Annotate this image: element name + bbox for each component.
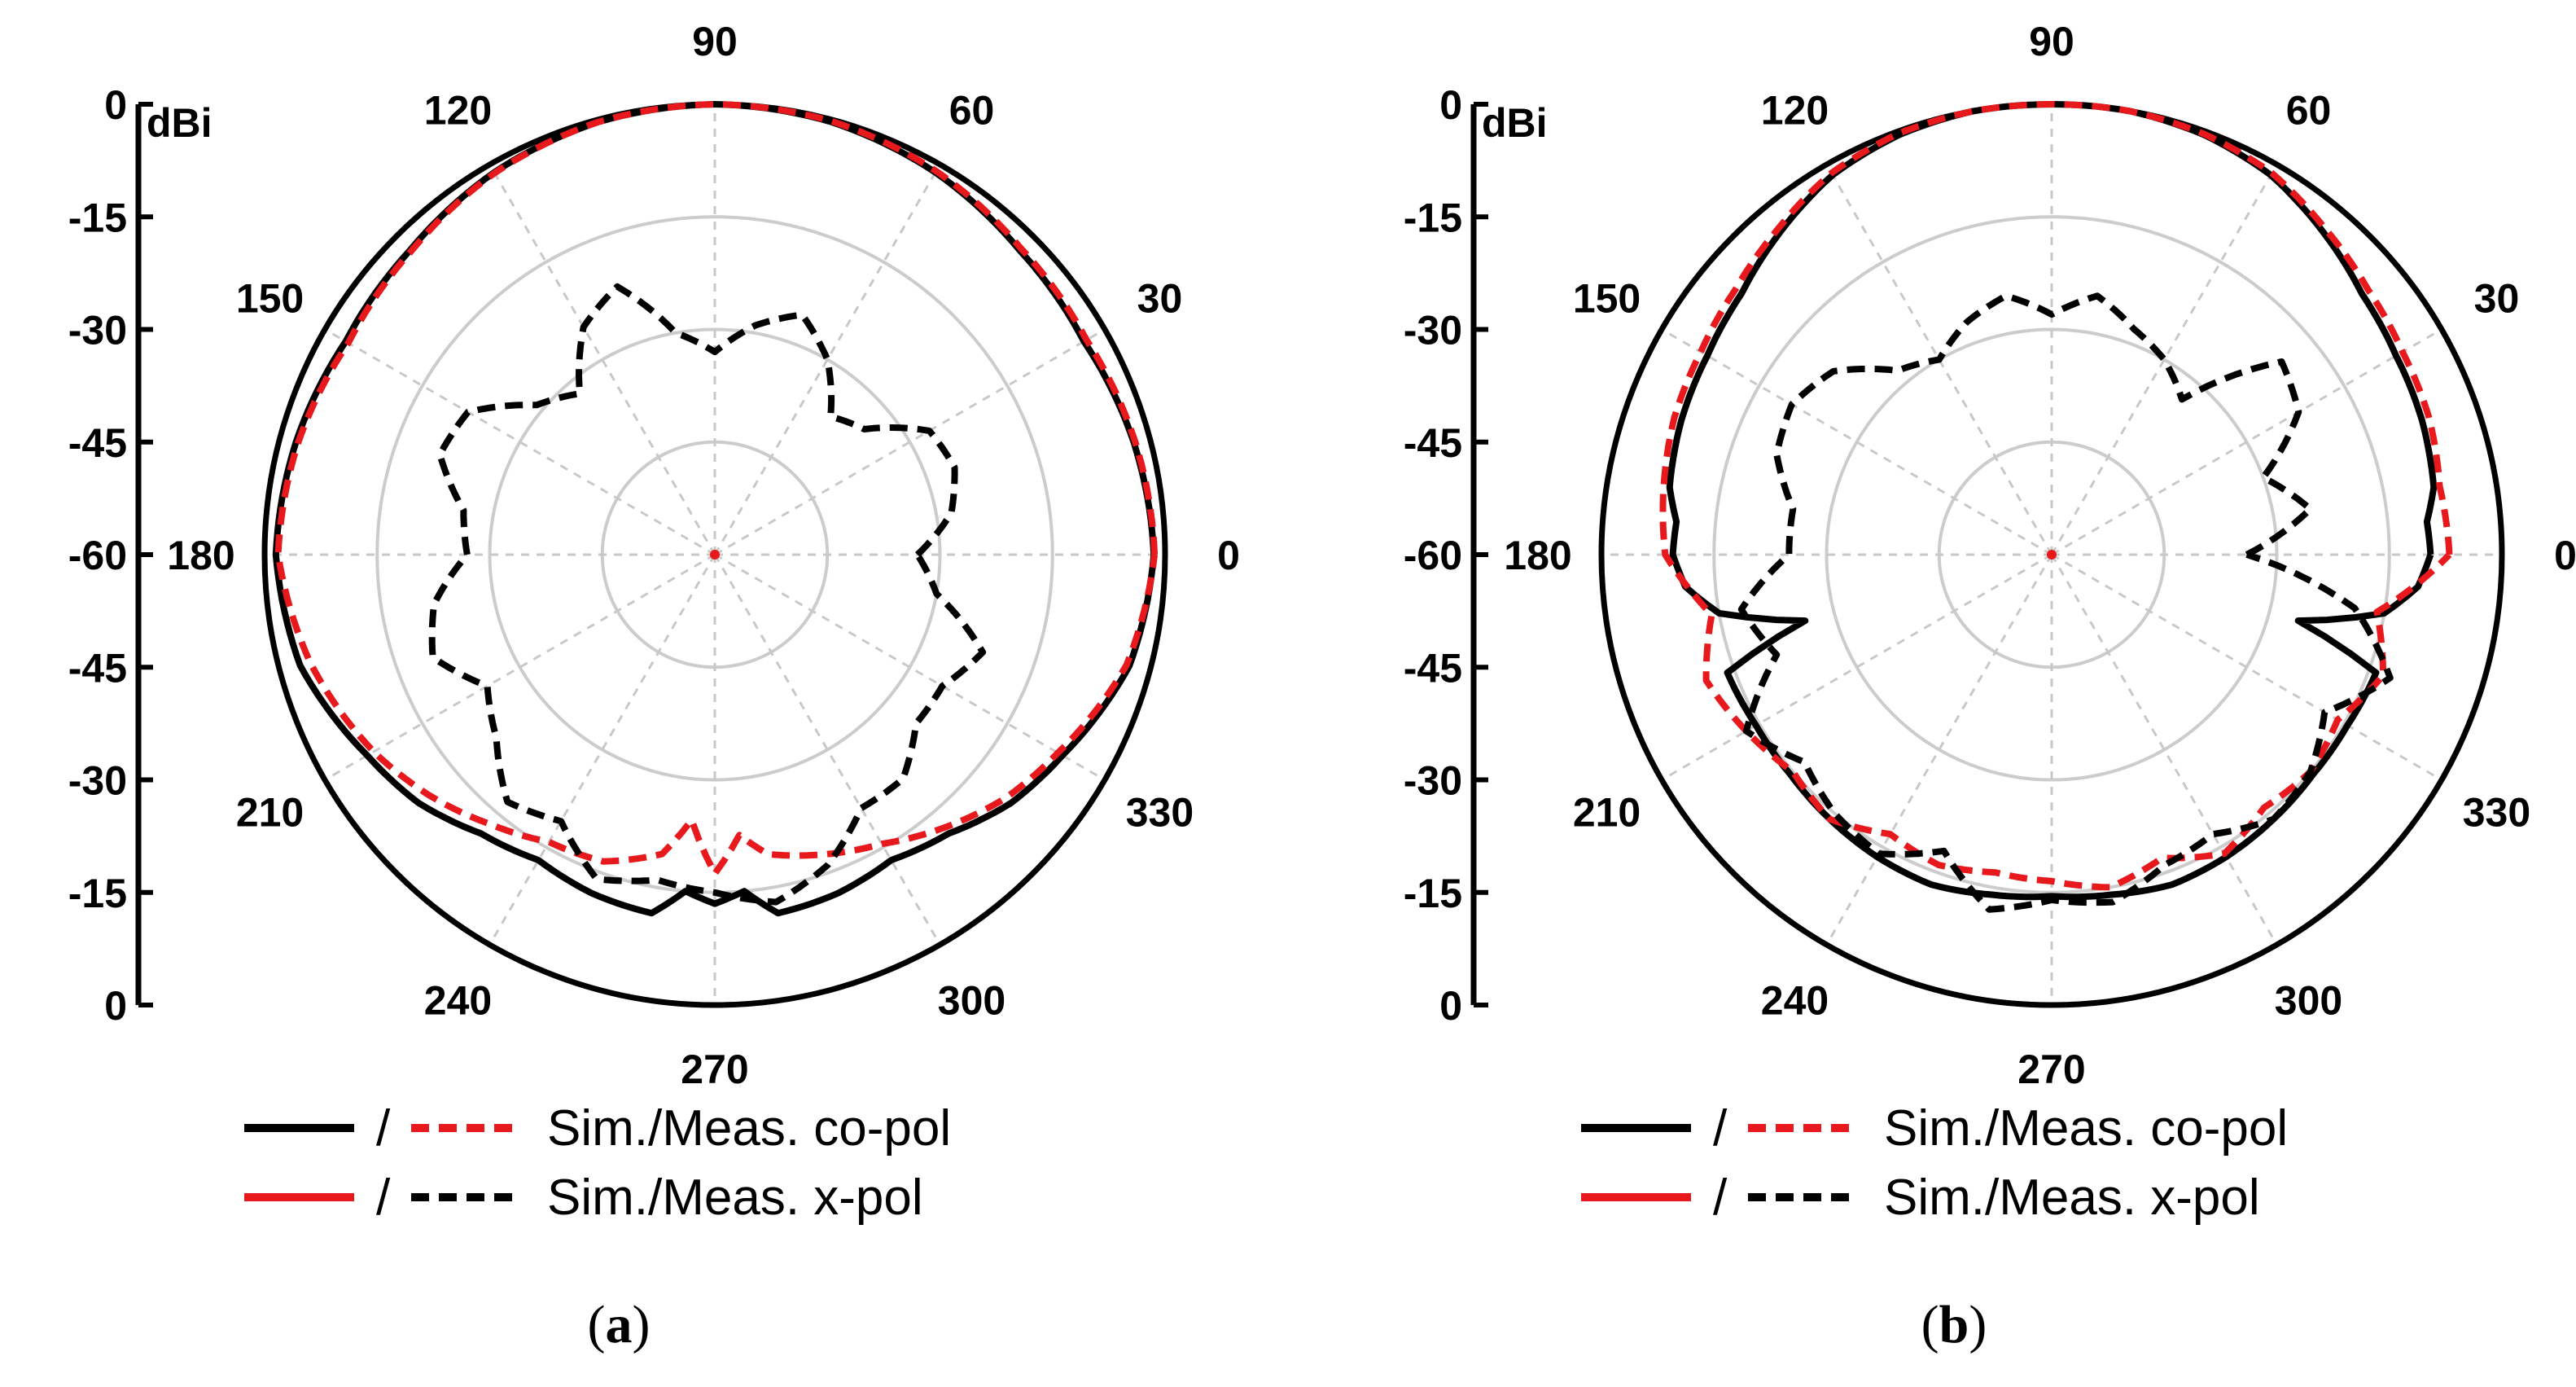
angle-label: 0: [1217, 533, 1240, 578]
radial-tick-label: 0: [104, 82, 127, 128]
angle-label: 150: [236, 276, 304, 322]
series-meas-co-pol: [274, 101, 1159, 877]
radial-tick-label: -15: [68, 871, 127, 916]
radial-tick-label: -30: [1404, 308, 1462, 353]
angle-label: 150: [1573, 276, 1641, 322]
grid-spoke: [1825, 164, 2053, 555]
polar-chart-a: 0 -15 -30 -45 -60 -45 -30 -15 0 dBi 0 30 60 90 120 15…: [68, 19, 1240, 1354]
angle-label: 300: [938, 977, 1005, 1023]
grid-spoke: [1661, 553, 2052, 781]
grid-spoke: [324, 553, 716, 781]
caption-letter: b: [1939, 1295, 1969, 1354]
radial-tick-label: -30: [68, 758, 127, 804]
legend-item-x-pol: / Sim./Meas. x-pol: [244, 1170, 923, 1226]
radial-tick-label: -60: [1404, 533, 1462, 578]
radial-tick-label: 0: [104, 983, 127, 1029]
angle-label: 60: [949, 88, 995, 134]
radial-tick-label: -60: [68, 533, 127, 578]
grid-spoke: [2051, 328, 2442, 556]
radial-tick-label: -30: [68, 308, 127, 353]
angle-label: 240: [424, 977, 492, 1023]
grid-spoke: [488, 164, 716, 555]
legend-slash: /: [1713, 1170, 1728, 1226]
caption-a: (a): [588, 1295, 651, 1354]
angle-label: 270: [681, 1047, 748, 1092]
legend-label: Sim./Meas. x-pol: [547, 1170, 923, 1226]
grid-circle: [1825, 327, 2279, 782]
angle-label: 0: [2554, 533, 2576, 578]
grid-spoke: [1825, 554, 2053, 946]
angle-label: 30: [2474, 276, 2520, 322]
angle-label: 180: [167, 533, 234, 578]
angle-label: 330: [1126, 790, 1194, 836]
series-a: [272, 101, 1159, 917]
caption-letter: a: [606, 1295, 633, 1354]
grid-spoke: [324, 328, 716, 556]
angle-label: 30: [1137, 276, 1183, 322]
angle-label: 240: [1761, 977, 1829, 1023]
legend-item-co-pol: / Sim./Meas. co-pol: [244, 1100, 951, 1157]
grid-circle: [1712, 215, 2391, 894]
grid-spoke: [2051, 553, 2442, 781]
grid-spoke: [2050, 554, 2278, 946]
caption-b: (b): [1921, 1295, 1987, 1354]
series-sim-x-pol: [710, 550, 720, 560]
legend-slash: /: [1713, 1100, 1728, 1157]
radial-tick-label: -15: [1404, 871, 1462, 916]
angle-label: 330: [2463, 790, 2530, 836]
radial-tick-label: -45: [68, 645, 127, 691]
legend-slash: /: [376, 1170, 391, 1226]
radial-unit-label: dBi: [147, 100, 212, 146]
grid-spoke: [2050, 164, 2278, 555]
grid-spoke: [1661, 328, 2052, 556]
angle-label: 270: [2017, 1047, 2085, 1092]
radial-axis-b: 0 -15 -30 -45 -60 -45 -30 -15 0 dBi: [1404, 82, 1548, 1029]
series-meas-x-pol: [428, 283, 987, 906]
series-b: [1659, 101, 2453, 913]
legend-label: Sim./Meas. co-pol: [547, 1100, 951, 1157]
legend-a: / Sim./Meas. co-pol / Sim./Meas. x-pol: [244, 1100, 951, 1226]
radial-tick-label: 0: [1439, 983, 1462, 1029]
series-meas-co-pol: [1659, 101, 2453, 891]
radial-unit-label: dBi: [1482, 100, 1548, 146]
angle-label: 210: [236, 790, 304, 836]
radial-tick-label: -45: [1404, 645, 1462, 691]
legend-item-x-pol: / Sim./Meas. x-pol: [1581, 1170, 2260, 1226]
radial-axis-a: 0 -15 -30 -45 -60 -45 -30 -15 0 dBi: [68, 82, 212, 1029]
angle-label: 120: [424, 88, 492, 134]
radial-tick-label: -45: [68, 420, 127, 466]
angle-label: 210: [1573, 790, 1641, 836]
angle-label: 90: [2029, 19, 2074, 64]
radial-tick-label: -15: [68, 195, 127, 240]
angle-label: 120: [1761, 88, 1829, 134]
radial-tick-label: -30: [1404, 758, 1462, 804]
series-sim-x-pol: [2047, 550, 2057, 560]
legend-slash: /: [376, 1100, 391, 1157]
radial-tick-label: -45: [1404, 420, 1462, 466]
radial-axis-ticks: 0 -15 -30 -45 -60 -45 -30 -15 0: [68, 82, 153, 1029]
radial-axis-ticks: 0 -15 -30 -45 -60 -45 -30 -15 0: [1404, 82, 1488, 1029]
radial-tick-label: 0: [1439, 82, 1462, 128]
grid-spoke: [714, 553, 1106, 781]
series-meas-x-pol: [1737, 292, 2394, 913]
grid-circle: [488, 327, 942, 782]
grid-spoke: [488, 554, 716, 946]
polar-grid-b: [1598, 101, 2505, 1008]
angle-label: 300: [2275, 977, 2342, 1023]
angle-labels-a: 0 30 60 90 120 150 180 210 240 270 300 330: [167, 19, 1240, 1092]
angle-label: 180: [1504, 533, 1571, 578]
angle-label: 60: [2286, 88, 2332, 134]
angle-labels-b: 0 30 60 90 120 150 180 210 240 270 300 330: [1504, 19, 2576, 1092]
grid-spoke: [714, 328, 1106, 556]
grid-spoke: [713, 164, 941, 555]
polar-chart-b: 0 -15 -30 -45 -60 -45 -30 -15 0 dBi 0 30 60 90 120 15…: [1404, 19, 2576, 1354]
legend-b: / Sim./Meas. co-pol / Sim./Meas. x-pol: [1581, 1100, 2288, 1226]
legend-label: Sim./Meas. x-pol: [1884, 1170, 2260, 1226]
legend-item-co-pol: / Sim./Meas. co-pol: [1581, 1100, 2288, 1157]
radial-tick-label: -15: [1404, 195, 1462, 240]
grid-spoke: [713, 554, 941, 946]
angle-label: 90: [692, 19, 738, 64]
legend-label: Sim./Meas. co-pol: [1884, 1100, 2288, 1157]
